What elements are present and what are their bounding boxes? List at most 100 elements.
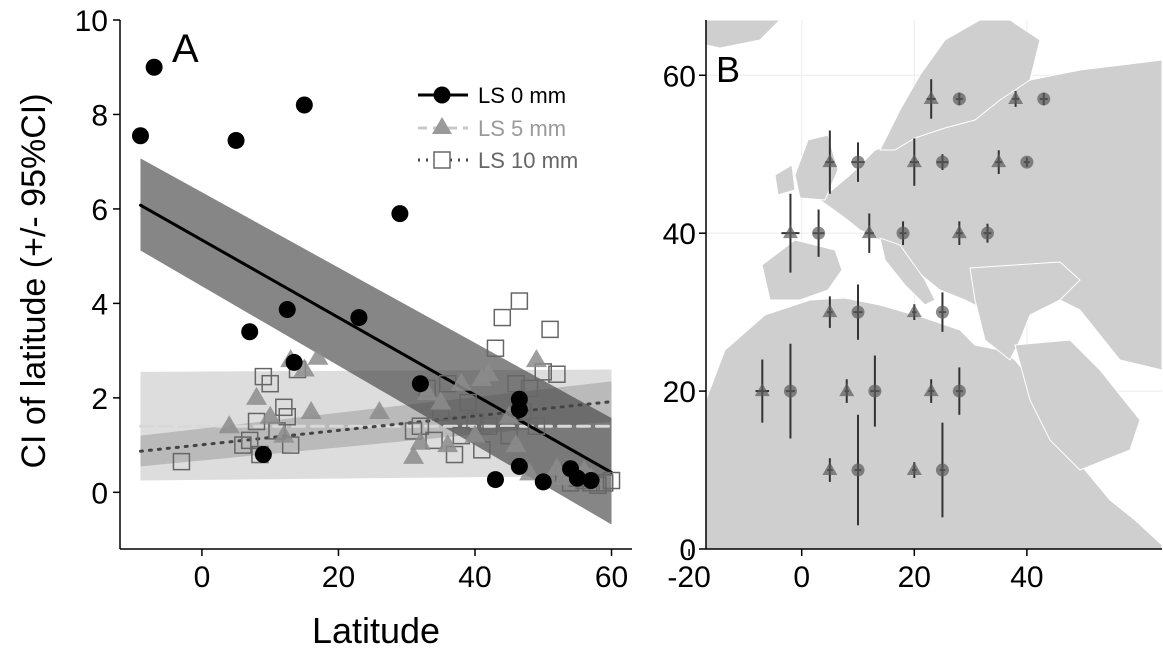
point-ls0 (278, 301, 296, 319)
point-ls10 (479, 417, 498, 435)
map-point-triangle (906, 462, 922, 476)
panel-a: 0 20 40 60 0 2 4 6 8 10 A Latitude CI of latitude… (15, 5, 632, 651)
panel-a-axes (119, 20, 632, 550)
point-ls10 (541, 320, 559, 339)
point-ls5 (259, 405, 281, 424)
point-ls10 (275, 398, 293, 417)
panel-a-ticks: 0 20 40 60 0 2 4 6 8 10 (75, 5, 629, 594)
point-ls5 (519, 462, 541, 481)
y-tick-label: 10 (75, 5, 108, 38)
point-ls10 (602, 471, 621, 490)
map-point-circle (952, 384, 966, 398)
panel-a-fit-lines (138, 203, 614, 474)
point-ls5 (430, 391, 452, 410)
x-tick-label: 20 (322, 561, 355, 594)
x-tick-label: -20 (667, 561, 710, 594)
point-ls10 (404, 422, 423, 440)
map-point-circle (812, 226, 826, 240)
point-ls5 (464, 424, 486, 443)
point-ls0 (582, 472, 600, 490)
x-tick-label: 60 (595, 561, 628, 594)
y-tick-label: 60 (663, 60, 696, 93)
map-point-triangle (923, 383, 939, 397)
map-point-triangle (754, 383, 770, 397)
point-ls0 (568, 469, 586, 487)
point-ls10 (278, 408, 297, 426)
point-ls5 (218, 415, 240, 434)
map-point-triangle (923, 90, 939, 104)
point-ls10 (254, 367, 273, 386)
point-ls0 (510, 401, 528, 419)
point-ls5 (403, 445, 425, 464)
point-ls5 (416, 382, 438, 401)
y-tick-label: 2 (91, 383, 108, 416)
map-point-circle (868, 384, 882, 398)
y-tick-label: 20 (663, 376, 696, 409)
legend-label-ls0: LS 0 mm (478, 83, 566, 108)
map-point-triangle (906, 154, 922, 168)
map-point-circle (851, 463, 865, 477)
map-point-triangle (822, 462, 838, 476)
point-ls5 (246, 386, 268, 405)
map-point-circle (935, 305, 949, 319)
point-ls0 (145, 58, 163, 76)
point-ls0 (131, 127, 149, 145)
point-ls5 (273, 424, 295, 443)
map-point-circle (935, 155, 949, 169)
map-point-triangle (839, 383, 855, 397)
panel-a-xlabel: Latitude (312, 610, 440, 651)
point-ls5 (498, 405, 520, 424)
point-ls5 (450, 372, 472, 391)
panel-a-legend: LS 0 mm LS 5 mm LS 10 mm (418, 83, 578, 173)
point-ls0 (241, 323, 259, 341)
point-ls10 (510, 292, 529, 310)
map-point-triangle (991, 154, 1007, 168)
point-ls5 (437, 434, 459, 453)
point-ls10 (425, 431, 443, 450)
point-ls0 (391, 205, 409, 223)
point-ls10 (520, 379, 539, 398)
point-ls5 (293, 358, 315, 377)
map-point-triangle (822, 304, 838, 318)
y-tick-label: 0 (679, 534, 696, 567)
point-ls5 (505, 434, 527, 453)
panel-a-points (131, 58, 621, 494)
map-point-circle (952, 92, 966, 106)
y-tick-label: 0 (91, 477, 108, 510)
point-ls10 (500, 426, 518, 445)
point-ls5 (300, 401, 322, 420)
point-ls0 (411, 375, 429, 393)
x-tick-label: 40 (458, 561, 491, 594)
map-point-circle (851, 305, 865, 319)
panel-b-label: B (716, 49, 740, 90)
point-ls0 (350, 309, 368, 327)
y-tick-label: 40 (663, 218, 696, 251)
point-ls10 (240, 431, 259, 450)
map-point-triangle (822, 154, 838, 168)
point-ls0 (285, 353, 303, 371)
point-ls5 (409, 431, 431, 450)
point-ls5 (478, 363, 500, 382)
map-point-triangle (861, 225, 877, 239)
point-ls0 (510, 457, 528, 475)
map-point-circle (1020, 155, 1034, 169)
point-ls10 (261, 374, 279, 393)
panel-b-points (754, 90, 1051, 477)
x-tick-label: 20 (898, 561, 931, 594)
map-point-circle (783, 384, 797, 398)
point-ls0 (534, 473, 552, 491)
fit-line-series-2 (138, 400, 614, 453)
panel-a-fit-bands (140, 158, 612, 525)
point-ls5 (368, 401, 390, 420)
land-masses (706, 20, 1162, 549)
legend-label-ls5: LS 5 mm (478, 116, 566, 141)
map-point-triangle (1008, 90, 1024, 104)
map-point-triangle (951, 225, 967, 239)
map-point-circle (1037, 92, 1051, 106)
map-point-circle (980, 226, 994, 240)
map-point-triangle (906, 304, 922, 318)
y-tick-label: 4 (91, 288, 108, 321)
